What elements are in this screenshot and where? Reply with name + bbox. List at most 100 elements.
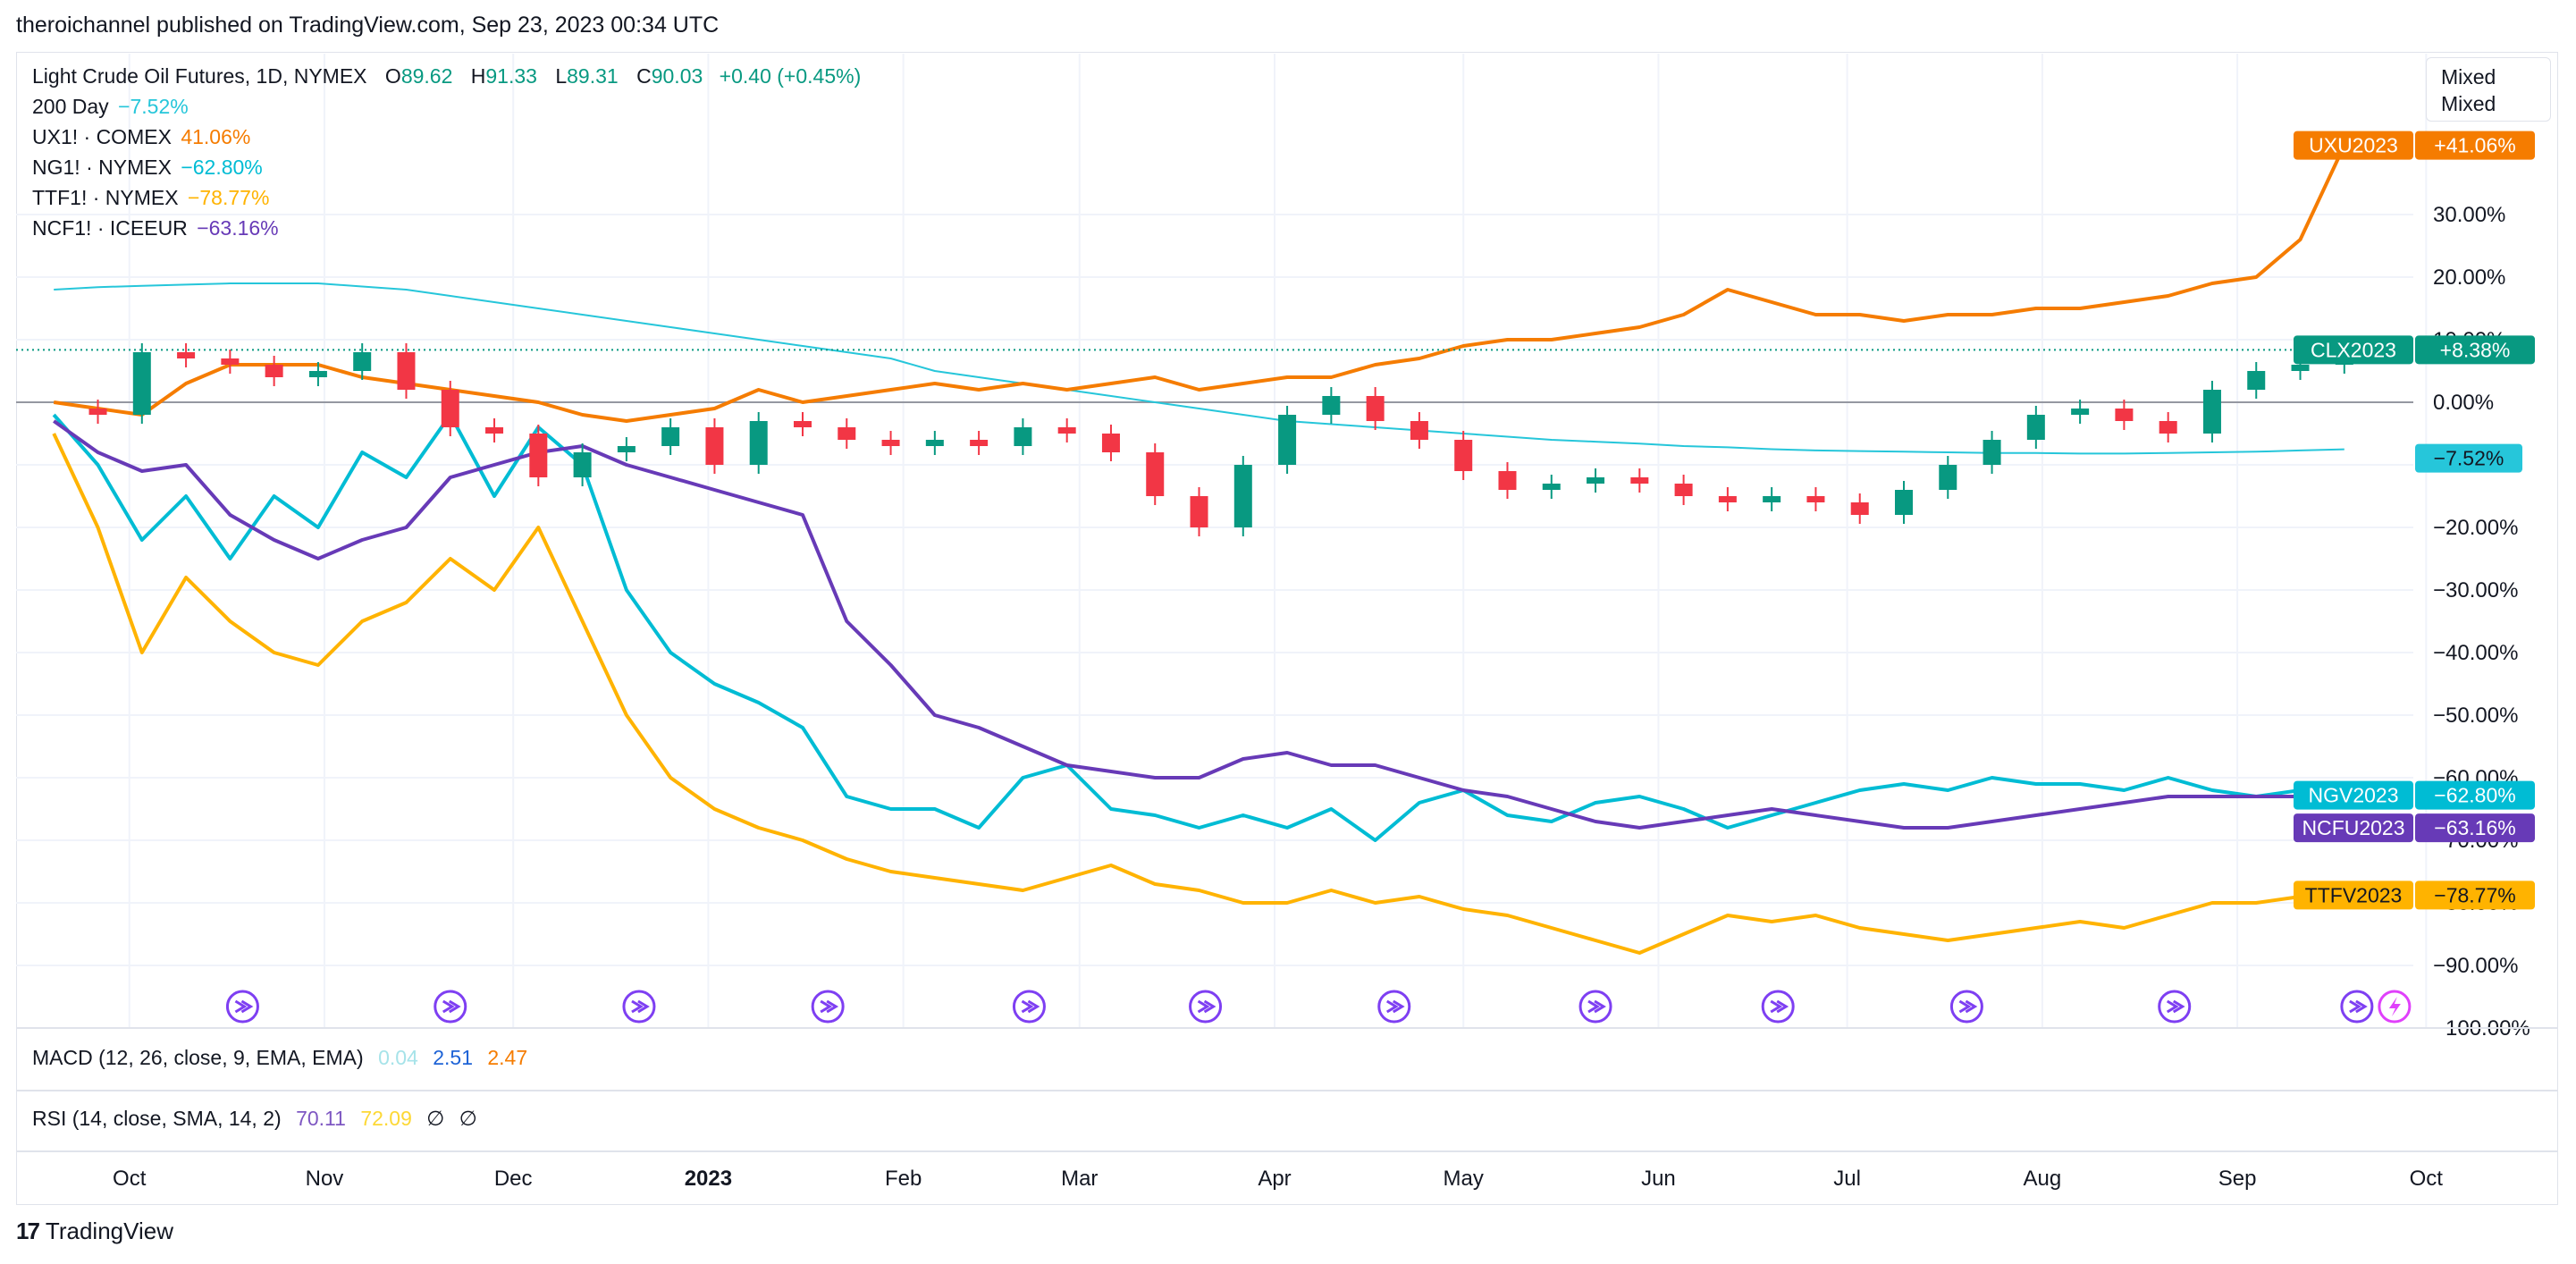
candle-body[interactable] <box>441 390 459 427</box>
price-badge-value: −62.80% <box>2434 784 2515 807</box>
series-line-ngv2023[interactable] <box>52 413 2345 842</box>
x-tick-label: Nov <box>306 1167 344 1191</box>
candle-body[interactable] <box>1763 496 1781 502</box>
candle-body[interactable] <box>397 352 416 390</box>
candle-body[interactable] <box>308 371 327 377</box>
y-tick-label: −90.00% <box>2433 954 2518 978</box>
rsi-value-4: ∅ <box>459 1107 477 1130</box>
price-badge-name: TTFV2023 <box>2305 883 2403 906</box>
legend-row-value: −7.52% <box>118 95 189 118</box>
series-line-200-day[interactable] <box>54 282 2344 455</box>
rollover-arrow-icon <box>234 999 254 1014</box>
candle-body[interactable] <box>705 427 724 465</box>
rollover-arrow-icon <box>442 999 461 1014</box>
candle-body[interactable] <box>1057 427 1076 434</box>
candle-body[interactable] <box>2291 365 2310 371</box>
legend-row-ma200[interactable]: 200 Day −7.52% <box>32 91 861 122</box>
rollover-arrow-icon <box>1958 999 1978 1014</box>
y-tick-label: 30.00% <box>2433 203 2505 227</box>
x-tick-label: Dec <box>494 1167 533 1191</box>
price-badge-value: −78.77% <box>2434 883 2515 906</box>
candle-body[interactable] <box>2159 421 2177 434</box>
candle-body[interactable] <box>1233 465 1252 527</box>
legend-row-value: −62.80% <box>181 156 263 179</box>
candle-body[interactable] <box>353 352 372 371</box>
legend-low-label: L <box>555 64 568 88</box>
candle-body[interactable] <box>1718 496 1737 502</box>
rollover-arrow-icon <box>1385 999 1405 1014</box>
chart-frame <box>16 52 2558 1205</box>
candle-body[interactable] <box>1674 484 1693 496</box>
candle-body[interactable] <box>1630 477 1649 484</box>
candle-body[interactable] <box>2071 409 2090 415</box>
scale-mode-button[interactable]: Mixed Mixed <box>2426 57 2551 122</box>
price-badge-name: NCFU2023 <box>2302 816 2404 839</box>
candle-body[interactable] <box>1806 496 1825 502</box>
candle-body[interactable] <box>1278 415 1297 465</box>
price-badge-value: −7.52% <box>2434 447 2504 470</box>
candle-body[interactable] <box>132 352 151 415</box>
candle-body[interactable] <box>794 421 812 427</box>
legend-row-ncf1[interactable]: NCF1! · ICEEUR −63.16% <box>32 213 861 243</box>
rollover-arrow-icon <box>1021 999 1040 1014</box>
candle-body[interactable] <box>88 409 107 415</box>
candle-body[interactable] <box>1850 502 1869 515</box>
candle-body[interactable] <box>1939 465 1957 490</box>
candle-body[interactable] <box>1587 477 1605 484</box>
candle-body[interactable] <box>1895 490 1913 515</box>
legend-row-ttf1[interactable]: TTF1! · NYMEX −78.77% <box>32 182 861 213</box>
candle-body[interactable] <box>529 434 548 477</box>
legend-row-ng1[interactable]: NG1! · NYMEX −62.80% <box>32 152 861 182</box>
candle-body[interactable] <box>925 440 944 446</box>
y-tick-label: 20.00% <box>2433 265 2505 290</box>
tradingview-logo-icon: 17 <box>16 1218 40 1244</box>
x-tick-label: Jun <box>1641 1167 1676 1191</box>
legend-low-value: 89.31 <box>567 64 619 88</box>
chart-legend: Light Crude Oil Futures, 1D, NYMEX O89.6… <box>32 61 861 243</box>
macd-label: MACD (12, 26, close, 9, EMA, EMA) <box>32 1046 364 1069</box>
rollover-arrow-icon <box>1197 999 1216 1014</box>
price-badge-value-bg <box>2415 131 2535 160</box>
y-tick-label: −40.00% <box>2433 641 2518 665</box>
candle-body[interactable] <box>1101 434 1120 452</box>
candle-body[interactable] <box>177 352 196 358</box>
macd-legend[interactable]: MACD (12, 26, close, 9, EMA, EMA) 0.04 2… <box>32 1046 527 1070</box>
rsi-legend[interactable]: RSI (14, close, SMA, 14, 2) 70.11 72.09 … <box>32 1107 477 1131</box>
legend-main-row[interactable]: Light Crude Oil Futures, 1D, NYMEX O89.6… <box>32 61 861 91</box>
tradingview-logo[interactable]: 17 TradingView <box>16 1218 173 1245</box>
candle-body[interactable] <box>1190 496 1208 527</box>
candle-body[interactable] <box>2026 415 2045 440</box>
candle-body[interactable] <box>485 427 504 434</box>
candle-body[interactable] <box>2115 409 2134 421</box>
candle-body[interactable] <box>1410 421 1428 440</box>
candle-body[interactable] <box>749 421 768 465</box>
series-line-uxu2023[interactable] <box>53 144 2346 423</box>
candle-body[interactable] <box>970 440 989 446</box>
series-line-ncfu2023[interactable] <box>53 419 2344 830</box>
candle-body[interactable] <box>1454 440 1473 471</box>
candle-body[interactable] <box>1498 471 1517 490</box>
rollover-arrow-icon <box>1770 999 1789 1014</box>
candle-body[interactable] <box>1366 396 1385 421</box>
candle-body[interactable] <box>1014 427 1032 446</box>
candle-body[interactable] <box>1322 396 1341 415</box>
candle-body[interactable] <box>881 440 900 446</box>
candle-body[interactable] <box>221 358 240 365</box>
price-badge-value: −63.16% <box>2434 816 2515 839</box>
candle-body[interactable] <box>838 427 856 440</box>
candle-body[interactable] <box>2202 390 2221 434</box>
rollover-arrow-icon <box>2166 999 2185 1014</box>
candle-body[interactable] <box>573 452 592 477</box>
candle-body[interactable] <box>1983 440 2001 465</box>
candle-body[interactable] <box>1542 484 1561 490</box>
candle-body[interactable] <box>1146 452 1165 496</box>
candle-body[interactable] <box>617 446 636 452</box>
legend-row-ux1[interactable]: UX1! · COMEX 41.06% <box>32 122 861 152</box>
candle-body[interactable] <box>661 427 680 446</box>
legend-row-name: UX1! · COMEX <box>32 125 172 148</box>
series-line-ttfv2023[interactable] <box>52 433 2344 955</box>
price-badge-name-bg <box>2294 881 2413 910</box>
candle-body[interactable] <box>265 365 283 377</box>
candle-body[interactable] <box>2247 371 2266 390</box>
